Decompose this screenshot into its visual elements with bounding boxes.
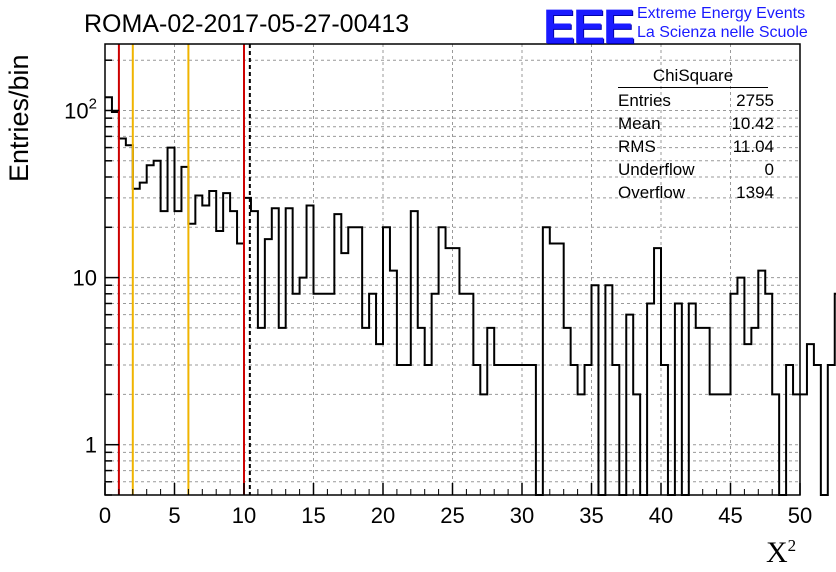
axis-layer: 0 5 10 15 20 25 30 35 40 45 50 1 10 102 (64, 59, 812, 528)
x-tick-label: 5 (168, 503, 180, 528)
histogram-layer (105, 96, 836, 496)
stats-value: 11.04 (732, 137, 774, 156)
stats-row-mean: Mean 10.42 (618, 112, 774, 135)
stats-box: ChiSquare Entries 2755 Mean 10.42 RMS 11.04… (612, 66, 778, 204)
stats-label: Overflow (618, 183, 686, 202)
x-axis-label: X2 (766, 536, 797, 569)
x-tick-label: 50 (788, 503, 812, 528)
x-tick-label: 0 (99, 503, 111, 528)
y-axis-label: Entries/bin (4, 54, 34, 182)
stats-row-entries: Entries 2755 (618, 89, 774, 112)
stats-title: ChiSquare (618, 66, 768, 88)
stats-row-overflow: Overflow 1394 (618, 181, 774, 204)
histogram-title: ROMA-02-2017-05-27-00413 (84, 10, 410, 38)
stats-value: 1394 (736, 183, 774, 202)
stats-value: 10.42 (731, 114, 774, 133)
stats-label: Mean (618, 114, 661, 133)
x-tick-label: 35 (579, 503, 603, 528)
x-axis-label-superscript: 2 (787, 536, 797, 555)
x-tick-label: 25 (440, 503, 464, 528)
stats-label: RMS (618, 137, 656, 156)
x-tick-label: 10 (232, 503, 256, 528)
stats-label: Underflow (618, 160, 695, 179)
stats-value: 2755 (736, 91, 774, 110)
histogram-series (105, 96, 836, 496)
x-tick-label: 45 (718, 503, 742, 528)
marker-lines-layer (117, 44, 251, 495)
eee-tagline-1: Extreme Energy Events (637, 5, 806, 22)
y-tick-label: 1 (85, 433, 97, 458)
x-tick-label: 30 (510, 503, 534, 528)
stats-row-underflow: Underflow 0 (618, 158, 774, 181)
stats-label: Entries (618, 91, 671, 110)
x-tick-label: 15 (301, 503, 325, 528)
eee-tagline-2: La Scienza nelle Scuole (637, 24, 808, 41)
grid-layer (105, 44, 800, 495)
x-tick-label: 20 (371, 503, 395, 528)
eee-logo: EEE (543, 1, 635, 54)
stats-value: 0 (764, 160, 774, 179)
x-tick-label: 40 (649, 503, 673, 528)
y-tick-label: 102 (64, 95, 97, 123)
y-tick-label: 10 (73, 266, 97, 291)
stats-row-rms: RMS 11.04 (618, 135, 774, 158)
